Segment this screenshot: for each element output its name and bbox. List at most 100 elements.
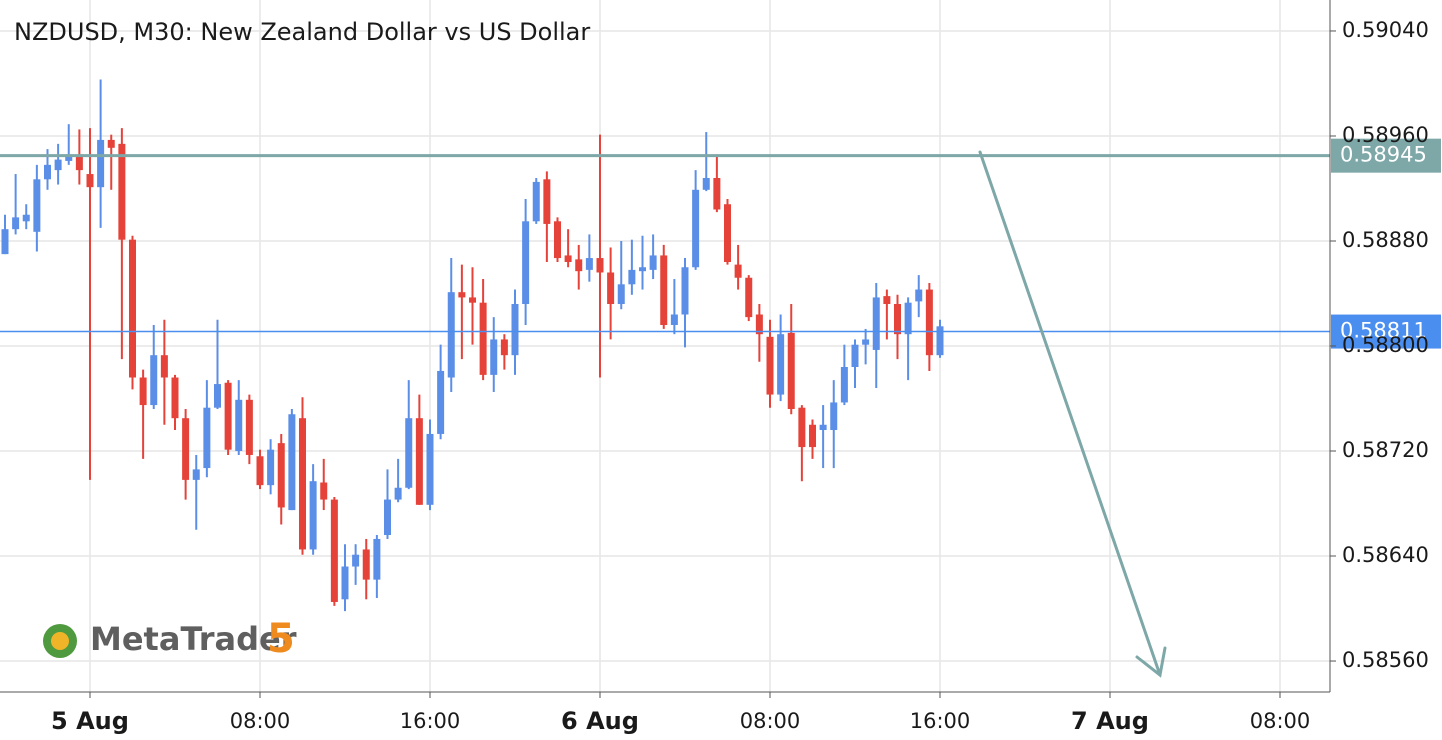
candle-body [235,399,243,452]
candle-body [107,139,115,148]
x-tick-label: 16:00 [400,709,461,733]
candle-body [585,258,593,270]
candle-body [745,277,753,318]
y-tick-label: 0.58640 [1342,543,1429,567]
candle-body [851,344,859,368]
candle-body [660,255,668,325]
x-tick-label: 08:00 [230,709,291,733]
candle-body [267,449,275,486]
candle-body [702,177,710,190]
candle-body [362,549,370,580]
watermark-version: 5 [267,616,295,662]
candle-body [118,143,126,240]
candle-body [415,418,423,505]
candle-body [830,402,838,431]
candle-body [341,566,349,600]
candle-body [617,284,625,304]
candle-body [692,189,700,268]
x-tick-label: 7 Aug [1071,707,1149,735]
price-lines: 0.58945 0.58811 [0,138,1441,349]
x-tick-label: 08:00 [1250,709,1311,733]
candle-body [256,456,264,486]
candle-body [936,326,944,356]
arrow-head [1135,646,1167,678]
candle-body [373,538,381,580]
watermark: MetaTrader 5 [43,616,297,662]
candle-body [872,297,880,350]
price-label-box [1331,314,1441,349]
y-tick-label: 0.58560 [1342,648,1429,672]
candle-body [33,179,41,232]
candle-body [330,499,338,602]
price-label-box [1331,138,1441,173]
candle-body [479,302,487,375]
candle-body [628,269,636,285]
candle-body [723,204,731,262]
candle-body [394,487,402,500]
candle-body [915,289,923,302]
candle-body [22,214,30,222]
y-tick-label: 0.58800 [1342,333,1429,357]
candle-body [798,407,806,448]
x-tick-label: 6 Aug [561,707,639,735]
candle-body [893,303,901,335]
y-tick-label: 0.58960 [1342,123,1429,147]
candle-body [1,229,9,255]
candle-body [150,355,158,406]
candle-body [840,367,848,403]
candle-body [139,377,147,406]
candle-body [904,302,912,335]
candle-body [54,159,62,171]
x-tick-label: 08:00 [740,709,801,733]
candle-body [596,258,604,273]
candle-body [245,399,253,455]
candle-body [638,267,646,272]
candle-body [500,339,508,356]
candle-body [458,292,466,298]
candle-body [43,164,51,180]
price-label: 0.58945 [1340,143,1427,167]
candle-body [490,339,498,375]
candle-body [808,424,816,448]
candle-body [192,469,200,480]
candle-body [553,221,561,259]
watermark-name: MetaTrader [90,620,297,658]
candle-body [777,334,785,395]
candle-body [862,339,870,345]
candle-body [352,554,360,567]
candle-body [288,414,296,511]
x-tick-label: 5 Aug [51,707,129,735]
candle-body [766,336,774,395]
y-tick-label: 0.59040 [1342,18,1429,42]
candle-body [713,177,721,210]
chart-title: NZDUSD, M30: New Zealand Dollar vs US Do… [14,18,590,46]
x-tick-label: 16:00 [910,709,971,733]
price-label: 0.58811 [1340,319,1427,343]
candle-body [224,382,232,450]
candle-body [203,407,211,469]
candle-body [86,174,94,188]
candle-body [755,314,763,335]
candle-body [97,139,105,188]
candle-body [787,332,795,410]
candle-body [649,255,657,270]
candle-body [426,433,434,505]
candle-body [543,179,551,224]
candle-body [160,355,168,378]
candle-body [670,314,678,325]
candle-body [277,443,285,508]
candle-body [65,154,73,161]
candle-body [128,239,136,378]
y-tick-label: 0.58720 [1342,438,1429,462]
candle-body [468,297,476,303]
axes: 0.58560 0.58640 0.58720 0.58800 0.58880 0.589… [51,18,1429,735]
candle-body [75,154,83,171]
trend-arrow [978,150,1167,678]
arrow-line [978,150,1162,677]
candle-body [925,289,933,356]
candle-body [309,481,317,550]
candle-body [447,292,455,378]
candle-body [320,482,328,500]
